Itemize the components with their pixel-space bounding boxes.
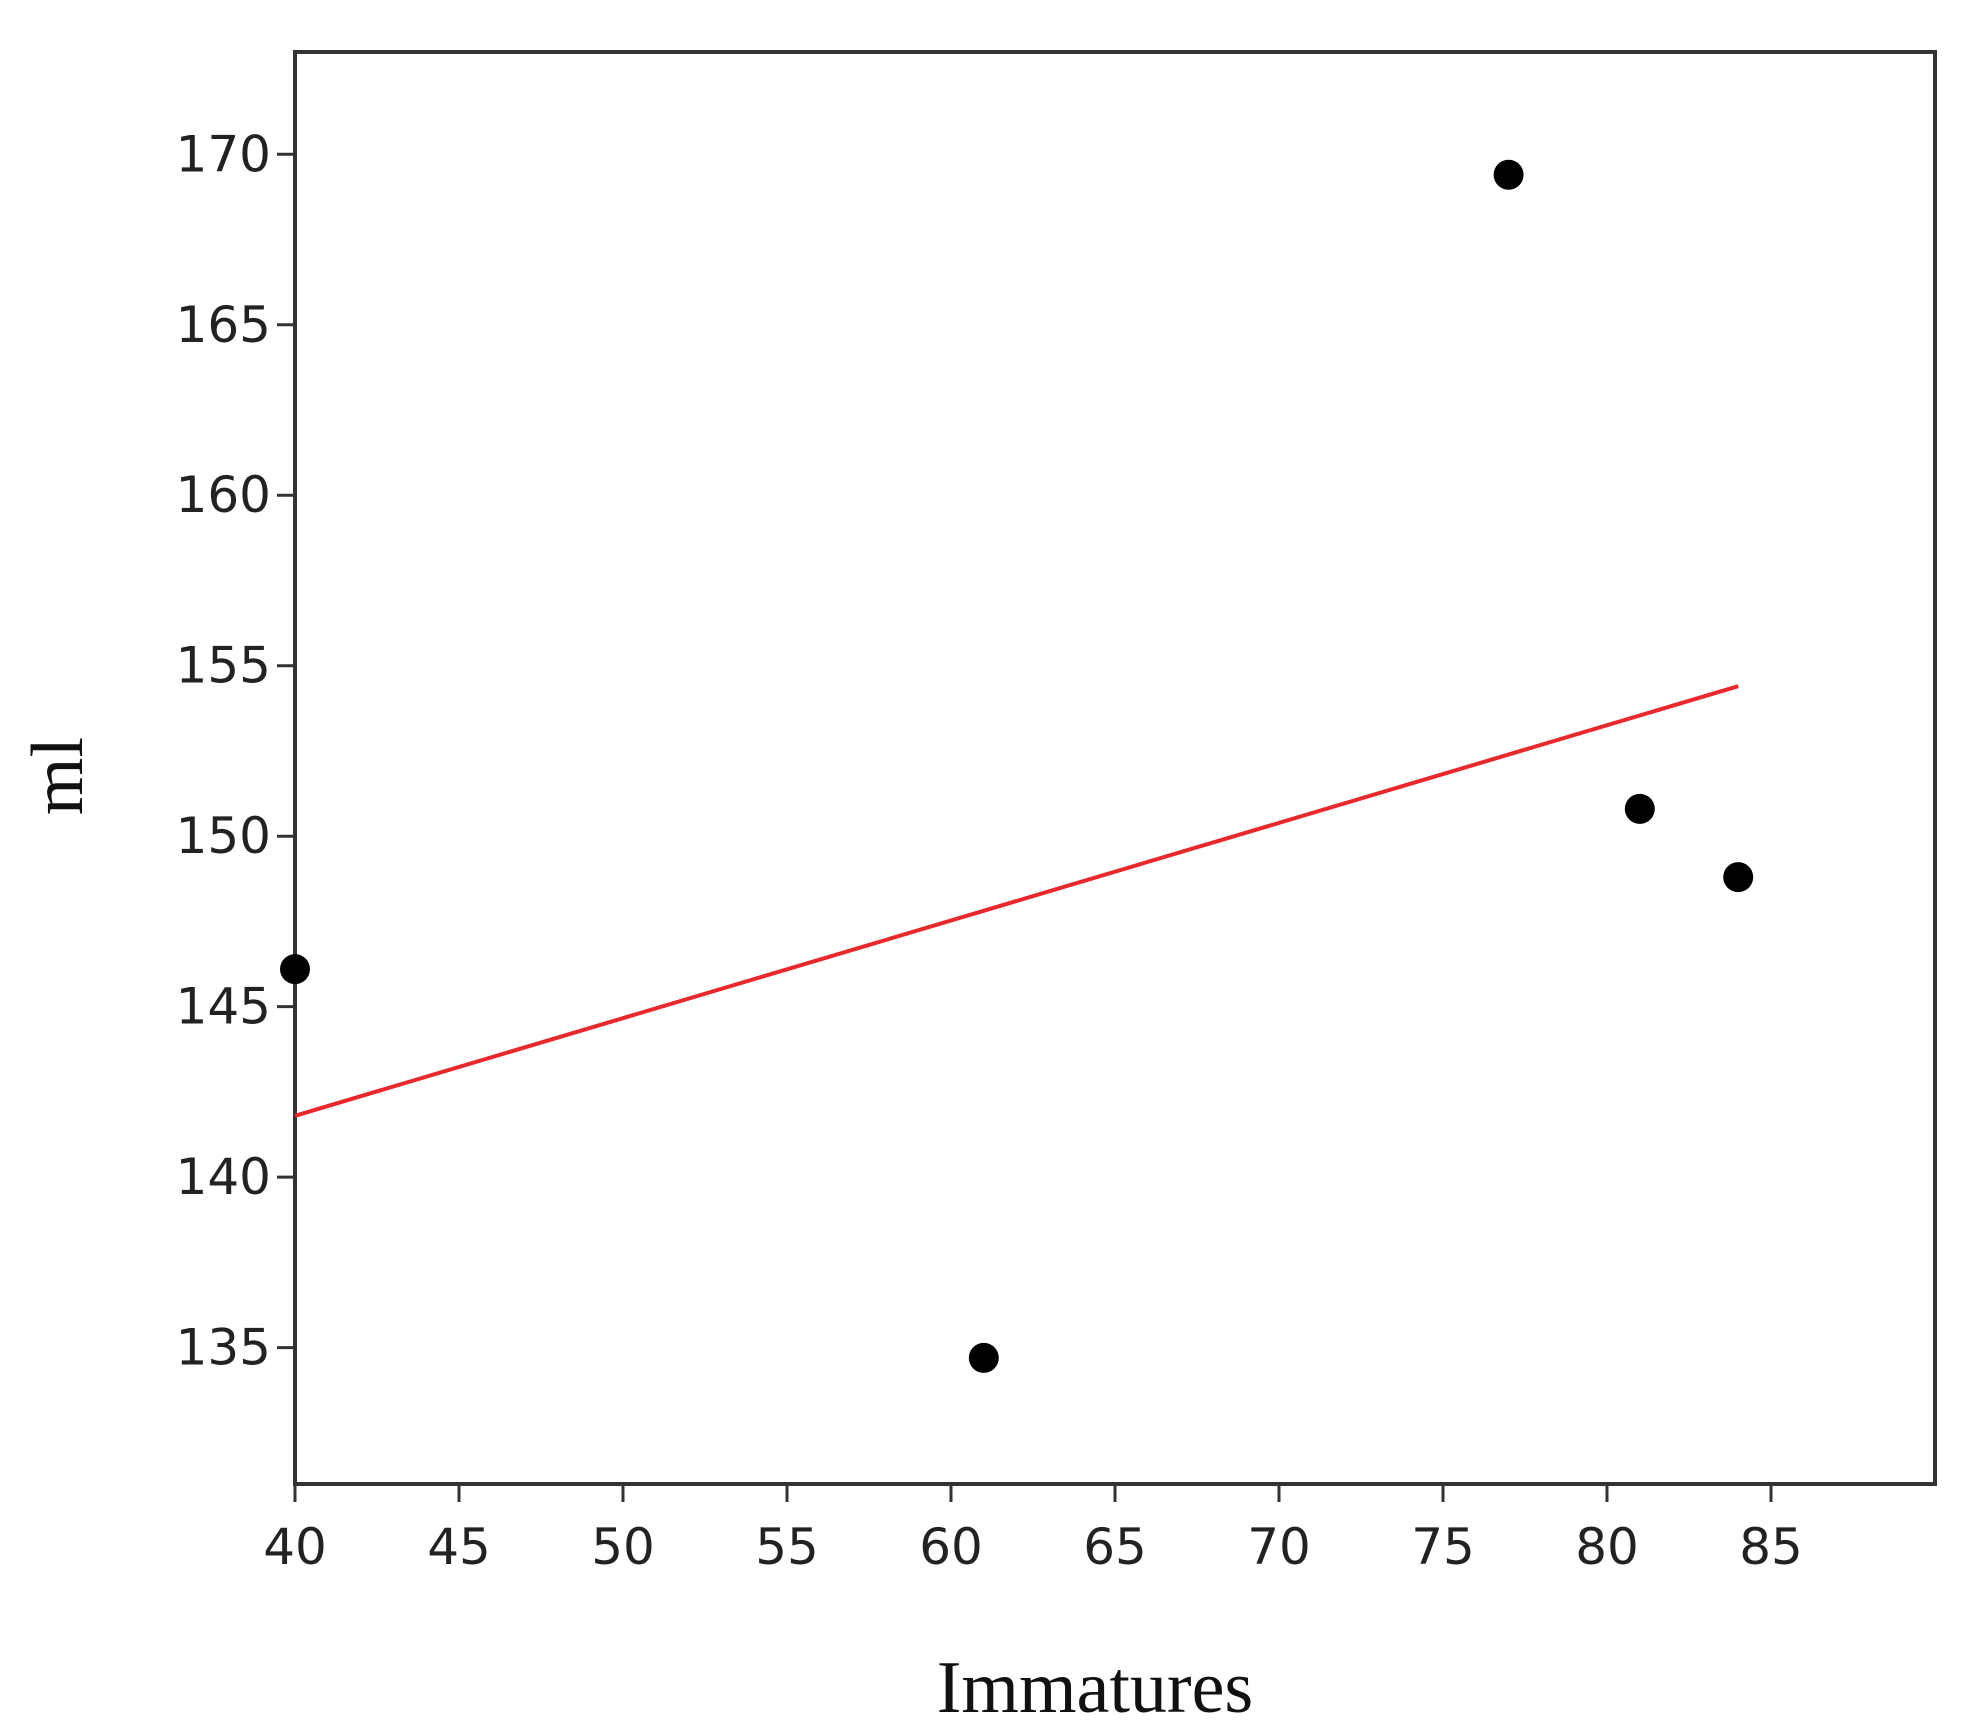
- fit-line-group: [294, 684, 1739, 1118]
- y-axis-title: ml: [17, 737, 99, 815]
- y-tick-label: 140: [176, 1148, 271, 1206]
- x-axis-ticks: 40 45 50 55 60 65 70 75 80 85: [263, 1484, 1803, 1576]
- x-tick-label: 80: [1575, 1518, 1639, 1576]
- y-tick-label: 160: [176, 466, 271, 524]
- x-tick-label: 75: [1411, 1518, 1475, 1576]
- regression-line: [294, 684, 1739, 1118]
- data-point: [1723, 862, 1754, 893]
- data-point: [968, 1342, 999, 1373]
- y-tick-label: 155: [176, 637, 271, 695]
- x-tick-label: 85: [1739, 1518, 1803, 1576]
- x-axis-title: Immatures: [937, 1647, 1253, 1729]
- y-tick-label: 165: [176, 296, 271, 354]
- data-point: [1624, 793, 1655, 824]
- y-axis-ticks: 135 140 145 150 155 160 165 170: [176, 125, 295, 1377]
- y-tick-label: 150: [176, 807, 271, 865]
- x-tick-label: 40: [263, 1518, 327, 1576]
- y-tick-label: 170: [176, 125, 271, 183]
- x-tick-label: 55: [755, 1518, 819, 1576]
- y-tick-label: 135: [176, 1319, 271, 1377]
- x-tick-label: 65: [1083, 1518, 1147, 1576]
- data-point: [1493, 159, 1524, 190]
- plot-frame: [293, 50, 1937, 1486]
- x-tick-label: 70: [1247, 1518, 1311, 1576]
- x-tick-label: 60: [919, 1518, 983, 1576]
- data-points: [280, 159, 1754, 1373]
- x-tick-label: 50: [591, 1518, 655, 1576]
- y-tick-label: 145: [176, 978, 271, 1036]
- x-tick-label: 45: [427, 1518, 491, 1576]
- data-point: [280, 954, 310, 985]
